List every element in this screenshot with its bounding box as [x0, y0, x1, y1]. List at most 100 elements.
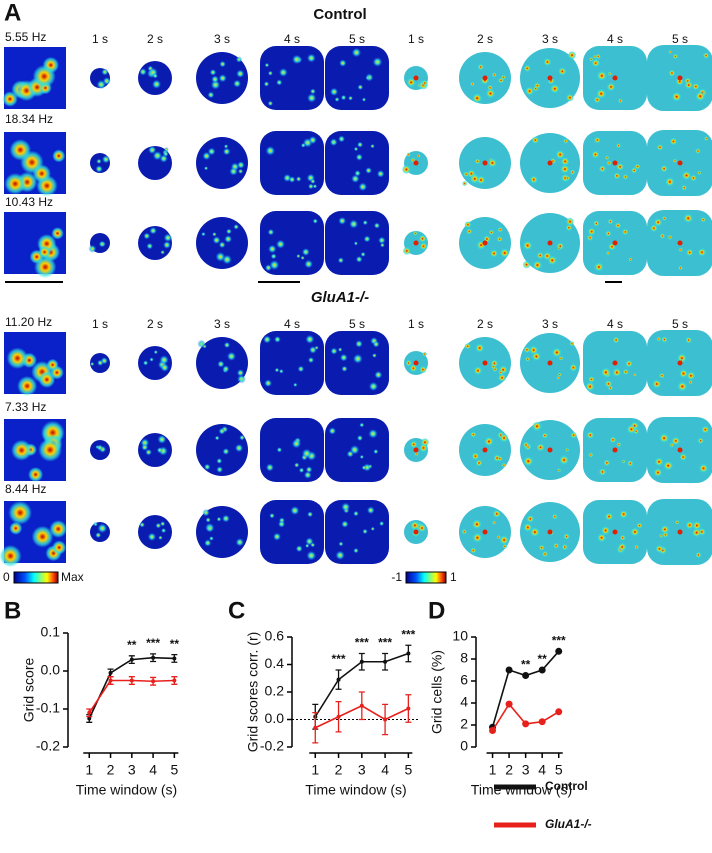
- map-spot: [612, 367, 622, 377]
- map-spot: [412, 231, 418, 236]
- map-spot: [684, 80, 693, 90]
- map-spot: [269, 260, 280, 271]
- map-spot: [695, 148, 701, 154]
- map-spot: [628, 257, 633, 262]
- map-spot: [204, 166, 209, 171]
- point: [151, 655, 156, 660]
- map-spot: [97, 523, 108, 534]
- map-spot: [419, 242, 428, 251]
- map-spot: [291, 438, 302, 449]
- map-spot: [605, 230, 612, 237]
- map-spot: [622, 368, 629, 375]
- map-shape: [260, 331, 324, 395]
- point: [172, 656, 177, 661]
- map-spot: [366, 506, 375, 515]
- map-spot: [678, 247, 684, 253]
- map-spot: [101, 155, 111, 164]
- map-spot: [522, 441, 530, 449]
- map-spot: [671, 436, 681, 446]
- map-spot: [593, 96, 601, 104]
- map: [647, 499, 712, 565]
- y-tick-label: -0.2: [36, 738, 60, 754]
- map: [325, 500, 389, 564]
- field: [51, 227, 64, 240]
- map-spot: [338, 541, 344, 547]
- time-label: 5 s: [349, 32, 365, 46]
- map-spot: [288, 176, 296, 183]
- map-spot: [297, 365, 305, 373]
- map-spot: [339, 353, 348, 362]
- map-spot: [236, 369, 245, 377]
- map-spot: [522, 260, 531, 269]
- time-label: 4 s: [284, 32, 300, 46]
- point: [151, 679, 156, 684]
- map-spot: [695, 91, 706, 102]
- map-spot: [291, 54, 302, 65]
- panel-label: D: [428, 597, 445, 624]
- point: [538, 718, 546, 726]
- map-spot: [555, 149, 565, 160]
- significance: ***: [401, 627, 415, 641]
- map-spot: [337, 257, 344, 264]
- map-spot: [264, 62, 270, 68]
- map-spot: [681, 170, 692, 181]
- map-spot: [565, 217, 575, 226]
- map-spot: [679, 453, 687, 461]
- map-spot: [596, 70, 607, 81]
- x-tick-label: 4: [149, 762, 157, 778]
- map-spot: [310, 88, 316, 95]
- map-center: [482, 529, 488, 535]
- map-spot: [379, 521, 385, 527]
- colorbar-label: 0: [3, 570, 10, 584]
- map-spot: [301, 448, 312, 459]
- map: [0, 500, 68, 568]
- map-spot: [338, 216, 347, 225]
- y-tick-label: 6: [460, 672, 468, 688]
- map-center: [547, 240, 553, 246]
- map: [647, 330, 712, 396]
- map-spot: [233, 224, 239, 230]
- map-spot: [625, 359, 633, 368]
- map-spot: [525, 356, 531, 362]
- map-spot: [401, 164, 412, 175]
- time-label: 5 s: [672, 317, 688, 331]
- map-spot: [202, 151, 211, 161]
- x-axis-label: Time window (s): [76, 782, 177, 798]
- map-spot: [372, 340, 380, 348]
- map-spot: [668, 69, 676, 77]
- map-spot: [236, 69, 245, 78]
- map-spot: [278, 68, 288, 77]
- time-label: 2 s: [147, 32, 163, 46]
- map: [583, 131, 647, 195]
- map-spot: [312, 218, 318, 224]
- map-spot: [270, 253, 277, 260]
- map-spot: [470, 81, 475, 87]
- map-spot: [155, 522, 162, 529]
- map-spot: [235, 56, 243, 63]
- y-tick-label: 2: [460, 716, 468, 732]
- map-spot: [669, 137, 678, 146]
- map-center: [413, 529, 419, 535]
- map-spot: [498, 369, 504, 376]
- map-spot: [303, 471, 312, 479]
- map-spot: [652, 379, 662, 389]
- map-spot: [217, 360, 225, 368]
- map-spot: [563, 138, 569, 144]
- field: [52, 540, 67, 555]
- map-spot: [658, 372, 665, 379]
- map-spot: [290, 506, 300, 516]
- map-spot: [685, 248, 694, 257]
- field: [6, 347, 29, 370]
- map-spot: [139, 68, 147, 76]
- map: [583, 331, 647, 395]
- map-spot: [226, 228, 232, 235]
- map: [260, 131, 324, 195]
- map-spot: [263, 81, 270, 87]
- map-spot: [358, 182, 368, 192]
- colorbar: [13, 571, 59, 584]
- map-center: [677, 529, 683, 535]
- map-spot: [305, 334, 315, 344]
- map-spot: [201, 232, 206, 237]
- map-spot: [355, 153, 363, 161]
- y-tick-label: 0.0: [41, 662, 61, 678]
